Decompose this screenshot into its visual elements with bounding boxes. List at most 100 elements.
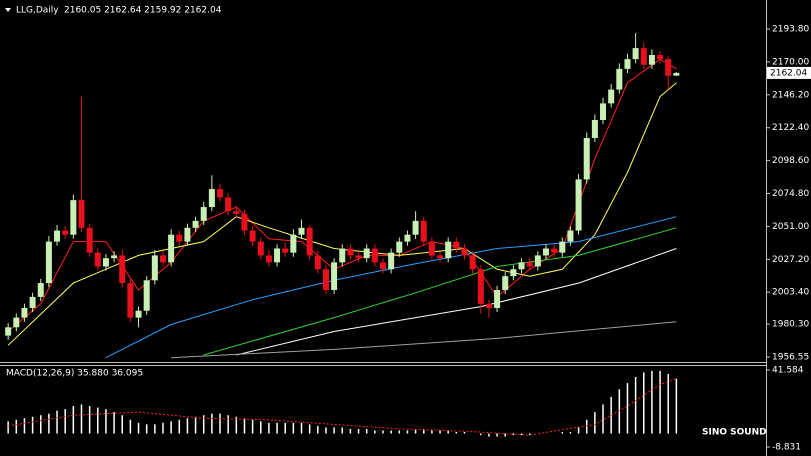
candle-body (29, 296, 36, 308)
y-tick-label: 41.584 (772, 365, 804, 375)
candle-body (632, 48, 639, 60)
candle-body (542, 248, 549, 256)
candle-body (168, 234, 175, 263)
candle-body (363, 248, 370, 259)
candle-body (347, 248, 354, 256)
y-tick-label: 2003.40 (772, 288, 809, 298)
candle-body (225, 197, 232, 212)
candle-body (510, 269, 517, 277)
candle-body (5, 327, 12, 336)
candle-body (176, 234, 183, 242)
candle-body (282, 248, 289, 253)
marks: 2193.80 2170.00 2146.20 2122.40 2098.60 2074.… (5, 25, 811, 453)
candle-body (437, 255, 444, 259)
candle-body (151, 255, 158, 281)
y-tick-label: 2051.00 (772, 222, 809, 232)
y-tick-label: 2122.40 (772, 123, 809, 133)
candle-body (159, 255, 166, 263)
candle-body (306, 227, 313, 256)
candle-body (600, 103, 607, 120)
candle-body (673, 72, 680, 76)
candle-body (86, 227, 93, 253)
candle-body (265, 255, 272, 263)
candle-body (477, 269, 484, 304)
candle-body (412, 220, 419, 235)
candle-body (608, 89, 615, 104)
y-tick-label: 2170.00 (772, 57, 809, 67)
candle-body (37, 283, 44, 297)
menu-arrow (5, 8, 11, 12)
candle-body (119, 255, 126, 284)
y-tick-label: 2146.20 (772, 90, 809, 100)
candle-body (78, 200, 85, 228)
candle-body (640, 48, 647, 65)
moving-average (203, 227, 677, 356)
candle-body (184, 227, 191, 242)
candle-body (591, 119, 598, 138)
candle-body (314, 255, 321, 270)
candle-body (428, 241, 435, 256)
candle-body (249, 230, 256, 242)
candle-body (127, 283, 134, 318)
candle-body (94, 252, 101, 267)
candle-body (526, 262, 533, 267)
candle-body (13, 317, 20, 328)
candle-body (241, 213, 248, 231)
candle-body (502, 276, 509, 290)
candle-body (420, 220, 427, 242)
candle-body (551, 248, 558, 253)
candle-body (461, 248, 468, 256)
candle-body (657, 55, 664, 60)
y-tick-label: 1980.30 (772, 320, 809, 330)
y-tick-label: 2027.20 (772, 255, 809, 265)
candle-body (469, 255, 476, 270)
candle-body (534, 255, 541, 267)
candle-body (380, 262, 386, 270)
last-price-label: 2162.04 (770, 68, 807, 78)
y-tick-label: 1956.55 (772, 352, 809, 362)
candle-body (217, 189, 224, 198)
candle-body (494, 289, 501, 308)
ohlc-text: 2160.05 2162.64 2159.92 2162.04 (64, 6, 222, 16)
candle-body (322, 269, 329, 290)
candle-body (339, 248, 346, 263)
candle-body (257, 241, 264, 256)
signal-line (8, 377, 677, 436)
candle-body (371, 248, 378, 263)
candle-body (404, 234, 411, 242)
candle-body (485, 303, 492, 308)
candle-body (583, 137, 590, 180)
y-tick-label: 2193.80 (772, 25, 809, 35)
candle-body (388, 252, 395, 270)
candle-body (111, 255, 118, 259)
candle-body (648, 55, 655, 65)
candle-body (143, 280, 150, 311)
candle-body (575, 179, 582, 231)
y-tick-label: 2074.80 (772, 189, 809, 199)
chart-title: LLG,Daily (16, 6, 59, 16)
candle-body (45, 241, 52, 284)
candle-body (192, 220, 199, 228)
candle-body (445, 241, 452, 259)
candle-body (453, 241, 460, 249)
y-tick-label: 2098.60 (772, 156, 809, 166)
candle-body (624, 59, 631, 69)
last-price-box (767, 66, 811, 79)
candle-body (518, 262, 525, 270)
candle-body (567, 230, 574, 242)
candle-body (355, 255, 362, 259)
y-tick-label: -8.831 (772, 443, 801, 453)
candle-body (102, 258, 109, 267)
candle-body (21, 307, 28, 318)
candle-body (200, 207, 207, 221)
candle-body (396, 241, 403, 253)
watermark: SINO SOUND (702, 428, 767, 438)
candle-body (290, 234, 297, 253)
candle-body (274, 248, 281, 263)
macd-title: MACD(12,26,9) 35.880 36.095 (6, 369, 143, 379)
candle-body (62, 230, 69, 235)
candle-body (70, 200, 77, 235)
candle-body (54, 230, 61, 242)
